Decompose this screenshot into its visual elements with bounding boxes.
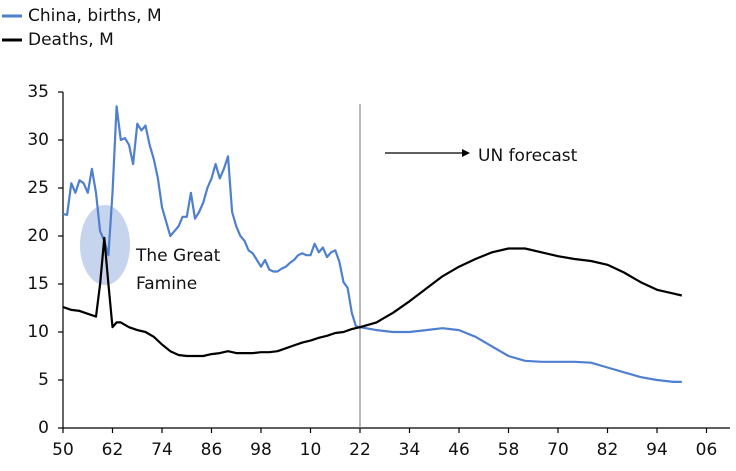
x-tick-label: 58 <box>498 440 520 460</box>
x-tick-label: 06 <box>696 440 718 460</box>
annotation: Famine <box>136 274 197 294</box>
arrow-head <box>462 149 470 157</box>
annotation: The Great <box>135 246 221 266</box>
x-tick-label: 22 <box>349 440 371 460</box>
x-tick-label: 50 <box>52 440 74 460</box>
y-tick-label: 10 <box>27 322 49 342</box>
x-tick-label: 94 <box>646 440 668 460</box>
y-tick-label: 20 <box>27 226 49 246</box>
x-tick-label: 10 <box>300 440 322 460</box>
series-line <box>62 236 683 358</box>
y-tick-label: 5 <box>38 370 49 390</box>
x-tick-label: 82 <box>597 440 619 460</box>
legend-label: China, births, M <box>28 6 162 26</box>
annotation: UN forecast <box>478 146 578 166</box>
legend-label: Deaths, M <box>28 30 114 50</box>
y-tick-label: 25 <box>27 178 49 198</box>
series-line <box>62 105 682 383</box>
x-tick-label: 98 <box>250 440 272 460</box>
x-tick-label: 70 <box>547 440 569 460</box>
x-tick-label: 34 <box>399 440 421 460</box>
x-tick-label: 74 <box>151 440 173 460</box>
y-tick-label: 0 <box>38 418 49 438</box>
x-tick-label: 86 <box>201 440 223 460</box>
x-tick-label: 46 <box>448 440 470 460</box>
y-tick-label: 35 <box>27 82 49 102</box>
x-tick-label: 62 <box>102 440 124 460</box>
y-tick-label: 30 <box>27 130 49 150</box>
y-tick-label: 15 <box>27 274 49 294</box>
